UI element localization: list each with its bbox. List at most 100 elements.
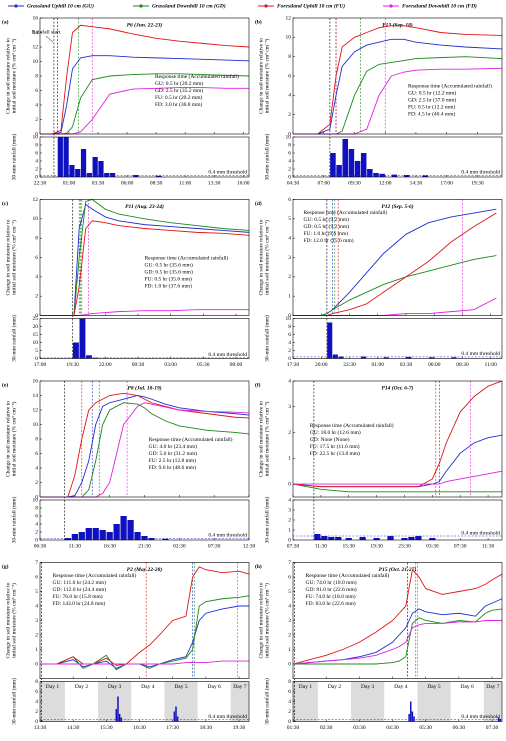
series-line — [293, 608, 503, 665]
y2-tick-label: 0 — [288, 356, 291, 362]
y-tick-label: 16 — [33, 15, 39, 21]
plot-frame — [292, 136, 503, 178]
response-text: FD: 12.0 hr (15.6 mm) — [303, 237, 353, 244]
legend-marker — [139, 4, 143, 8]
x-tick-label: 12:30 — [243, 543, 256, 549]
y-tick-label: 5 — [288, 589, 291, 595]
rain-bar — [410, 701, 412, 722]
x-tick-label: 05:30 — [419, 725, 432, 731]
series-line — [292, 483, 502, 493]
x-tick-label: 11:00 — [179, 180, 192, 186]
rain-bar — [173, 711, 176, 722]
y-tick-label: 6 — [288, 197, 291, 203]
y-tick-label: 6 — [288, 73, 291, 79]
y-tick-label: 4 — [35, 465, 38, 471]
response-text: GD: None (None) — [310, 436, 350, 443]
day-label: Day 5 — [427, 684, 441, 690]
day-label: Day 1 — [299, 684, 313, 690]
y2-tick-label: 0 — [35, 719, 38, 725]
x-tick-label: 07:30 — [287, 543, 300, 549]
response-text: FU: 1.0 hr (9.6 mm) — [303, 230, 348, 237]
y-tick-label: 12 — [33, 407, 39, 413]
y-tick-label: 2 — [35, 480, 38, 486]
y-tick-label: 12 — [33, 44, 39, 50]
x-tick-label: 03:30 — [426, 543, 439, 549]
series-line — [40, 392, 250, 498]
response-text: GU: 111.0 hr (24.2 mm) — [53, 579, 107, 586]
rain-bar — [40, 720, 43, 722]
x-tick-label: 09:30 — [348, 180, 361, 186]
y-tick-label: 4 — [288, 93, 291, 99]
annotation-arrow — [45, 35, 54, 43]
rain-bar — [354, 161, 361, 177]
rain-bar — [113, 524, 120, 540]
plot-frame — [292, 199, 503, 316]
y-axis-label: Change in soil moisture relative to — [5, 38, 11, 114]
rain-bar — [342, 139, 349, 177]
y2-tick-label: 6 — [35, 689, 38, 695]
x-tick-label: 11:30 — [315, 543, 328, 549]
rain-bar — [78, 532, 85, 540]
y2-tick-label: 8 — [288, 679, 291, 685]
y-tick-label: 10 — [33, 422, 39, 428]
rain-bar — [134, 532, 141, 540]
response-heading: Response time (Accumulated rainfall) — [408, 82, 492, 89]
x-tick-label: 08:00 — [230, 362, 243, 368]
plot-frame — [39, 318, 250, 359]
plot-frame — [292, 380, 503, 498]
y-tick-label: 8 — [35, 235, 38, 241]
plot-frame — [292, 562, 503, 679]
rain-bar — [314, 534, 321, 540]
day-label: Day 2 — [75, 684, 89, 690]
day-label: Day 4 — [141, 684, 155, 690]
response-text: GD: 2.5 hr (35.2 mm) — [155, 87, 203, 94]
threshold-label: 0.4 mm threshold — [208, 714, 247, 720]
series-line — [293, 25, 503, 135]
y2-tick-label: 4 — [288, 497, 291, 503]
panel-title: P2 (May 22-28) — [127, 566, 163, 573]
y-tick-label: 7 — [35, 560, 38, 566]
x-tick-label: 16:30 — [103, 543, 116, 549]
response-heading: Response time (Accumulated rainfall) — [149, 436, 233, 443]
y-tick-label: 8 — [288, 54, 291, 60]
rain-bar — [92, 528, 99, 540]
response-text: FD: 143.0 hr (24.8 mm) — [53, 600, 106, 607]
rain-bar — [411, 711, 414, 722]
y-tick-label: 1 — [35, 647, 38, 653]
y-axis-label: Change in soil moisture relative to — [258, 582, 264, 658]
series-line — [40, 395, 250, 498]
series-line — [40, 595, 250, 671]
y2-tick-label: 3 — [288, 507, 291, 513]
rain-bar — [92, 157, 98, 177]
y2-tick-label: 2 — [35, 529, 38, 535]
y-axis-label: Change in soil moisture relative to — [5, 582, 11, 658]
response-text: FD: 9.0 hr (48.6 mm) — [149, 464, 197, 471]
day-band — [98, 681, 132, 722]
y-tick-label: 4 — [35, 274, 38, 280]
rain-bar — [57, 137, 63, 177]
y-tick-label: 4 — [288, 235, 291, 241]
rain-bar — [80, 149, 87, 177]
x-tick-label: 07:00 — [317, 180, 330, 186]
rain-bar — [117, 696, 119, 722]
response-text: GD: 81.0 hr (22.6 mm) — [306, 586, 357, 593]
y-tick-label: 0 — [35, 661, 38, 667]
legend-label: Grassland Downhill 10 cm (GD) — [152, 2, 226, 9]
rain-bar — [86, 355, 92, 359]
x-tick-label: 01:00 — [371, 362, 384, 368]
response-text: GD: 2.5 hr (37.0 mm) — [408, 96, 456, 103]
y-tick-label: 8 — [35, 73, 38, 79]
rain-bar — [361, 356, 367, 359]
legend-label: Forestland Uphill 10 cm (FU) — [277, 2, 345, 9]
x-tick-label: 19:30 — [66, 362, 79, 368]
y2-tick-label: 0 — [288, 719, 291, 725]
rain-bar — [293, 720, 296, 722]
x-tick-label: 11:30 — [69, 543, 82, 549]
legend-label: Forestland Downhill 10 cm (FD) — [402, 2, 477, 9]
y2-axis-label: 30-min rainfall (mm) — [10, 496, 17, 543]
response-text: GU: 4.0 hr (23.4 mm) — [149, 443, 197, 450]
rain-bar — [162, 538, 169, 540]
y2-tick-label: 5 — [35, 348, 38, 354]
rain-bar — [408, 714, 410, 722]
